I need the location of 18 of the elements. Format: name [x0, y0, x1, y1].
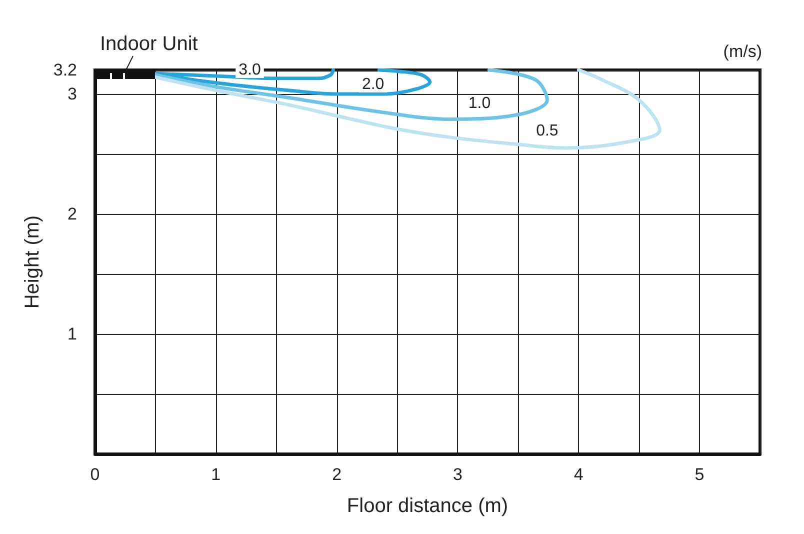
x-tick-label: 0: [90, 465, 100, 484]
y-tick-label: 2: [68, 204, 77, 224]
x-tick-label: 3: [452, 465, 462, 484]
x-tick-label: 4: [574, 465, 584, 484]
x-tick-label: 1: [211, 465, 221, 484]
text: Indoor Unit: [100, 33, 198, 55]
x-axis-title: Floor distance (m): [346, 495, 508, 517]
y-tick-label: 1: [68, 324, 77, 344]
x-tick-label: 5: [694, 465, 704, 484]
y-tick-label: 3.2: [53, 60, 77, 80]
annotation: 1.0: [468, 95, 491, 112]
x-tick-label: 2: [332, 465, 342, 484]
y-tick-label: 3: [68, 84, 77, 104]
text: (m/s): [723, 42, 762, 61]
annotation: 0.5: [536, 122, 558, 140]
y-axis-title: Height (m): [21, 215, 44, 309]
annotation: 2.0: [362, 76, 384, 93]
annotation: 3.0: [238, 62, 261, 78]
